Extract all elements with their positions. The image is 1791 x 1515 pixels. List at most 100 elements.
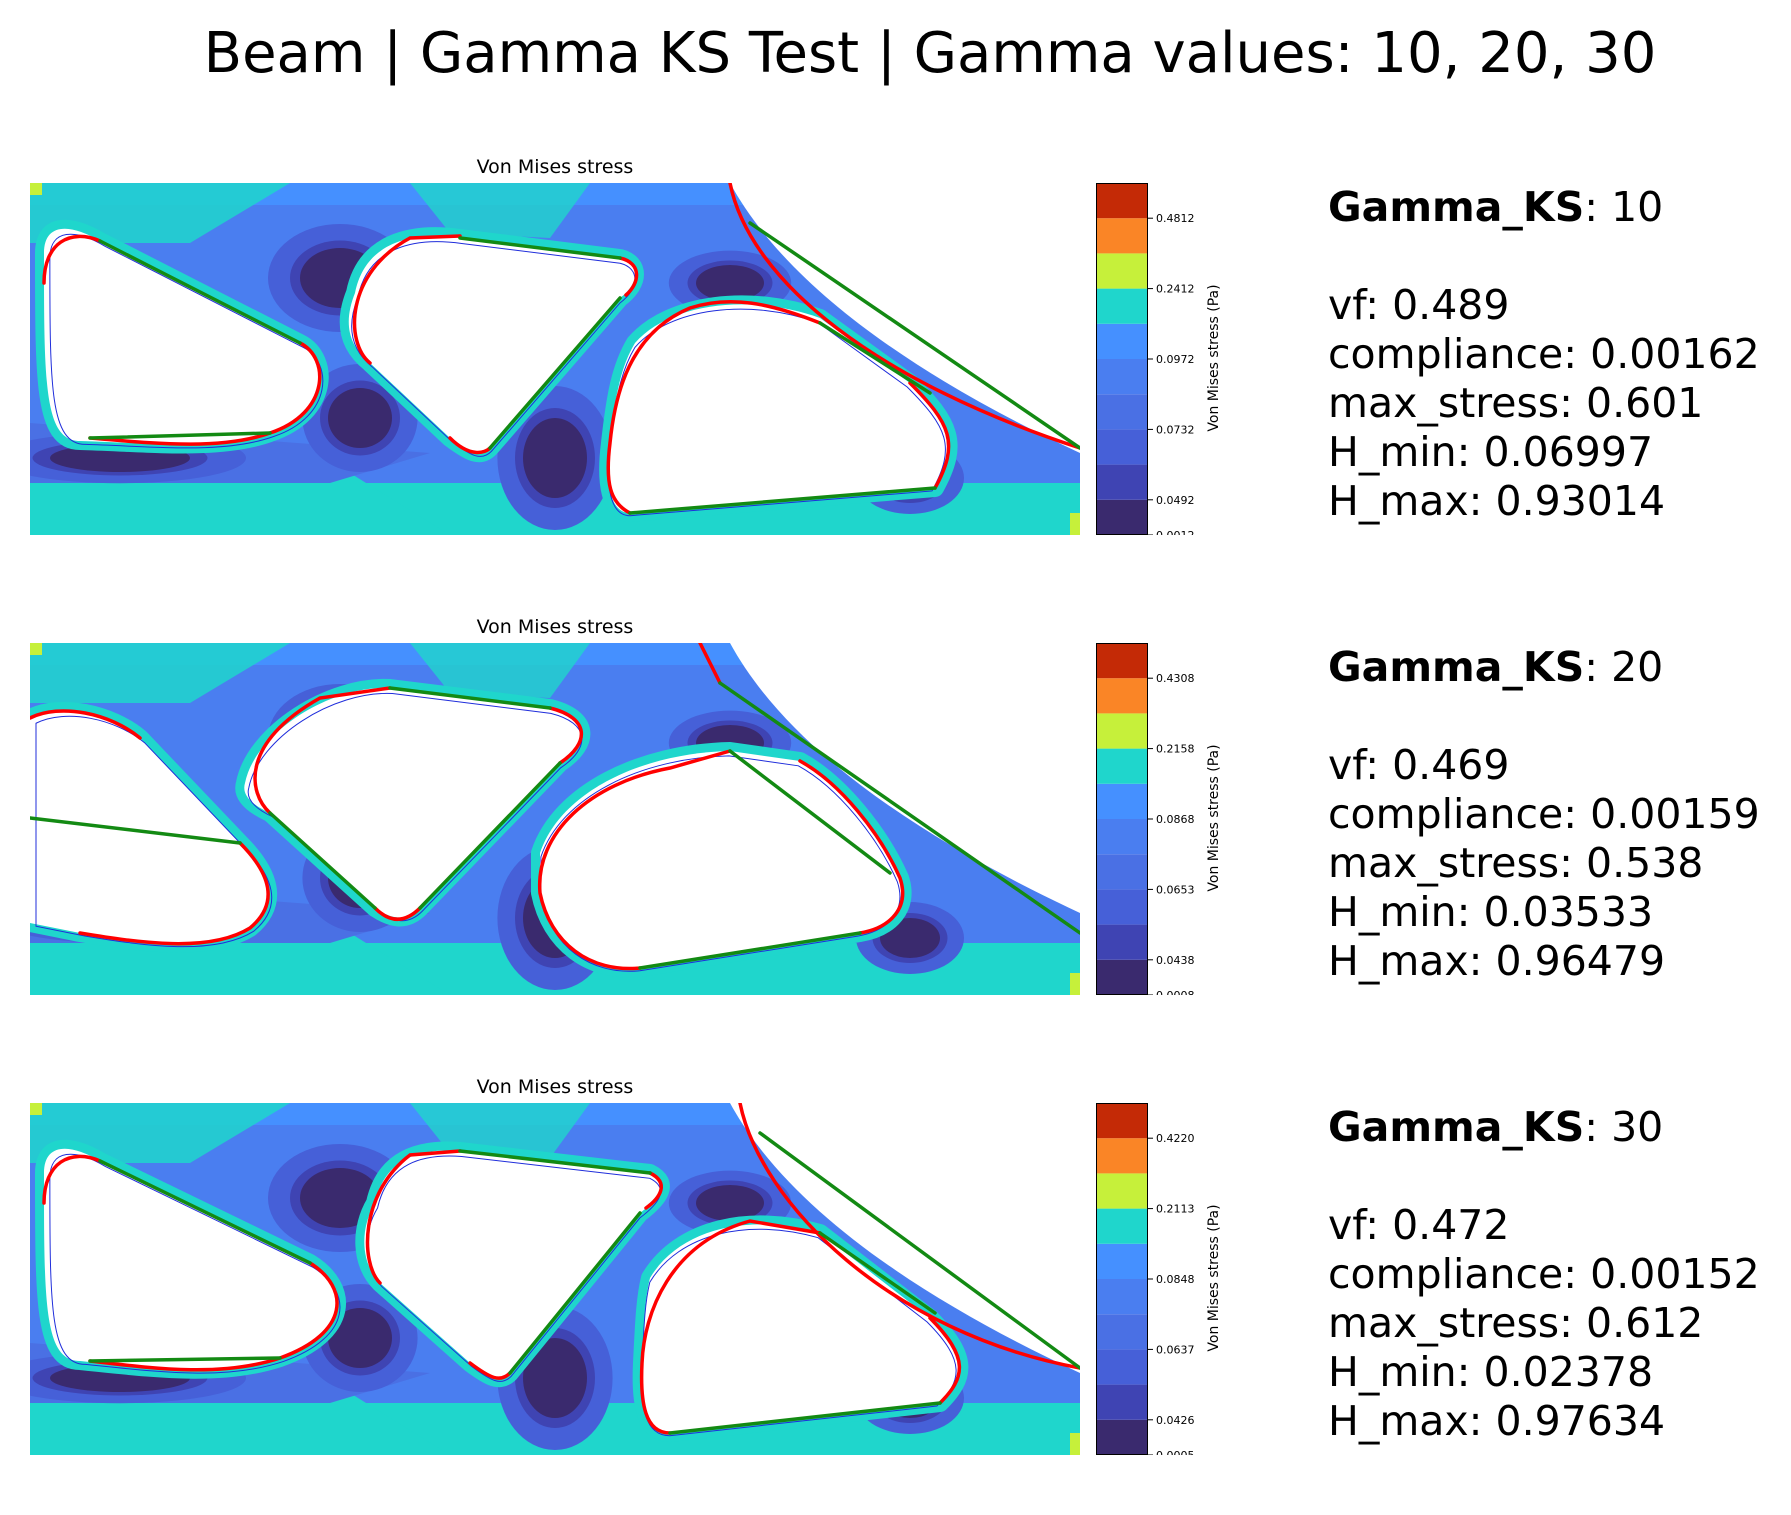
hole-void [608,304,949,513]
vf-line: vf: 0.472 [1328,1201,1510,1249]
boundary-edge [458,236,622,260]
boundary-edge [488,296,622,450]
colorbar-frame [1096,183,1148,535]
stress-min-zone [328,1308,392,1368]
h-min-line: H_min: 0.06997 [1328,428,1654,476]
stress-min-zone [300,1168,380,1228]
stress-panel: Von Mises stress 0.4812 0.2412 0.0972 0.073… [0,155,1791,575]
colorbar-tick-label: 0.0438 [1156,954,1195,967]
colorbar: 0.4308 0.2158 0.0868 0.0653 0.0438 0.0008 [1096,643,1195,995]
stats-block: Gamma_KS: 20 vf: 0.469 compliance: 0.001… [1328,643,1760,986]
hotspot-corner-tl [30,643,42,655]
stress-min-zone [328,388,392,448]
hole-void [44,1148,338,1370]
colorbar-tick-label: 0.0653 [1156,883,1195,896]
colorbar-tick-label: 0.0637 [1156,1343,1195,1356]
colorbar-tick-label: 0.2412 [1156,283,1195,296]
boundary-curve [78,841,270,946]
boundary-edge [718,681,1080,935]
stress-min-zone [696,1185,764,1221]
stress-region-top-mid [410,643,590,698]
gamma-ks-line: Gamma_KS: 20 [1328,643,1664,691]
boundary-edge [508,1211,642,1375]
hole-void [641,1224,960,1433]
stress-min-zone [523,1338,587,1418]
colorbar-label: Von Mises stress (Pa) [1206,744,1222,892]
boundary-curve [644,1171,663,1210]
stress-min-zone [880,918,940,958]
boundary-curve [738,1103,1080,1370]
vf-line: vf: 0.469 [1328,741,1510,789]
colorbar-tick-label: 0.0972 [1156,353,1195,366]
colorbar-segment [1096,854,1148,890]
boundary-curve [365,1149,462,1285]
hole-void [540,751,903,969]
boundary-edge [98,1159,312,1265]
colorbar-tick-label: 0.0012 [1156,529,1195,535]
colorbar-tick-label: 0.0492 [1156,494,1195,507]
boundary-edge [388,686,552,710]
compliance-line: compliance: 0.00159 [1328,790,1760,838]
hotspot-corner-tl [30,1103,42,1115]
colorbar-tick-label: 0.4308 [1156,672,1195,685]
colorbar-segment [1096,819,1148,855]
colorbar-segment [1096,429,1148,465]
boundary-edge [418,761,562,910]
colorbar-tick-label: 0.4220 [1156,1132,1195,1145]
colorbar-segment [1096,713,1148,749]
colorbar-segment [1096,1208,1148,1244]
boundary-edge [268,811,377,910]
boundary-edge [458,1149,652,1175]
colorbar-tick-label: 0.2113 [1156,1203,1195,1216]
h-max-line: H_max: 0.93014 [1328,477,1666,525]
hole-void [44,228,320,445]
hole-void [244,687,582,918]
boundary-curve [548,706,584,765]
guide-outline [49,233,324,449]
hotspot-corner-tl [30,183,42,195]
colorbar-segment [1096,1279,1148,1315]
stress-region-top-left [30,643,290,703]
boundary-edge [30,816,242,845]
colorbar-frame [1096,643,1148,995]
colorbar-segment [1096,1173,1148,1209]
colorbar-segment [1096,183,1148,219]
compliance-line: compliance: 0.00152 [1328,1250,1760,1298]
colorbar-segment [1096,924,1148,960]
compliance-line: compliance: 0.00162 [1328,330,1760,378]
boundary-curve [728,183,1080,450]
colorbar-segment [1096,1314,1148,1350]
guide-outline [540,755,901,972]
boundary-edge [88,431,272,440]
colorbar-segment [1096,959,1148,995]
colorbar-label: Von Mises stress (Pa) [1206,284,1222,432]
stress-field-plot [30,1103,1080,1455]
colorbar: 0.4812 0.2412 0.0972 0.0732 0.0492 0.0012 [1096,183,1195,535]
stress-field-plot [30,643,1080,995]
colorbar-segment [1096,464,1148,500]
guide-outline [35,715,273,948]
stats-block: Gamma_KS: 10 vf: 0.489 compliance: 0.001… [1328,183,1760,526]
boundary-edge [748,221,1080,450]
guide-outline [49,1153,341,1374]
boundary-edge [728,749,892,875]
colorbar-frame [1096,1103,1148,1455]
colorbar-segment [1096,1349,1148,1385]
h-max-line: H_max: 0.96479 [1328,937,1666,985]
colorbar-tick-label: 0.4812 [1156,212,1195,225]
plot-title: Von Mises stress [476,616,634,638]
vf-line: vf: 0.489 [1328,281,1510,329]
colorbar-label: Von Mises stress (Pa) [1206,1204,1222,1352]
colorbar-segment [1096,323,1148,359]
boundary-curve [42,234,102,285]
boundary-curve [639,1219,822,1435]
plot-title: Von Mises stress [476,1076,634,1098]
void-region-top-right [730,183,1080,453]
boundary-curve [928,1316,962,1405]
boundary-curve [618,256,639,297]
boundary-curve [698,643,722,685]
colorbar-segment [1096,643,1148,679]
boundary-curve [373,906,422,921]
colorbar-tick-label: 0.0732 [1156,423,1195,436]
colorbar-tick-label: 0.0868 [1156,813,1195,826]
